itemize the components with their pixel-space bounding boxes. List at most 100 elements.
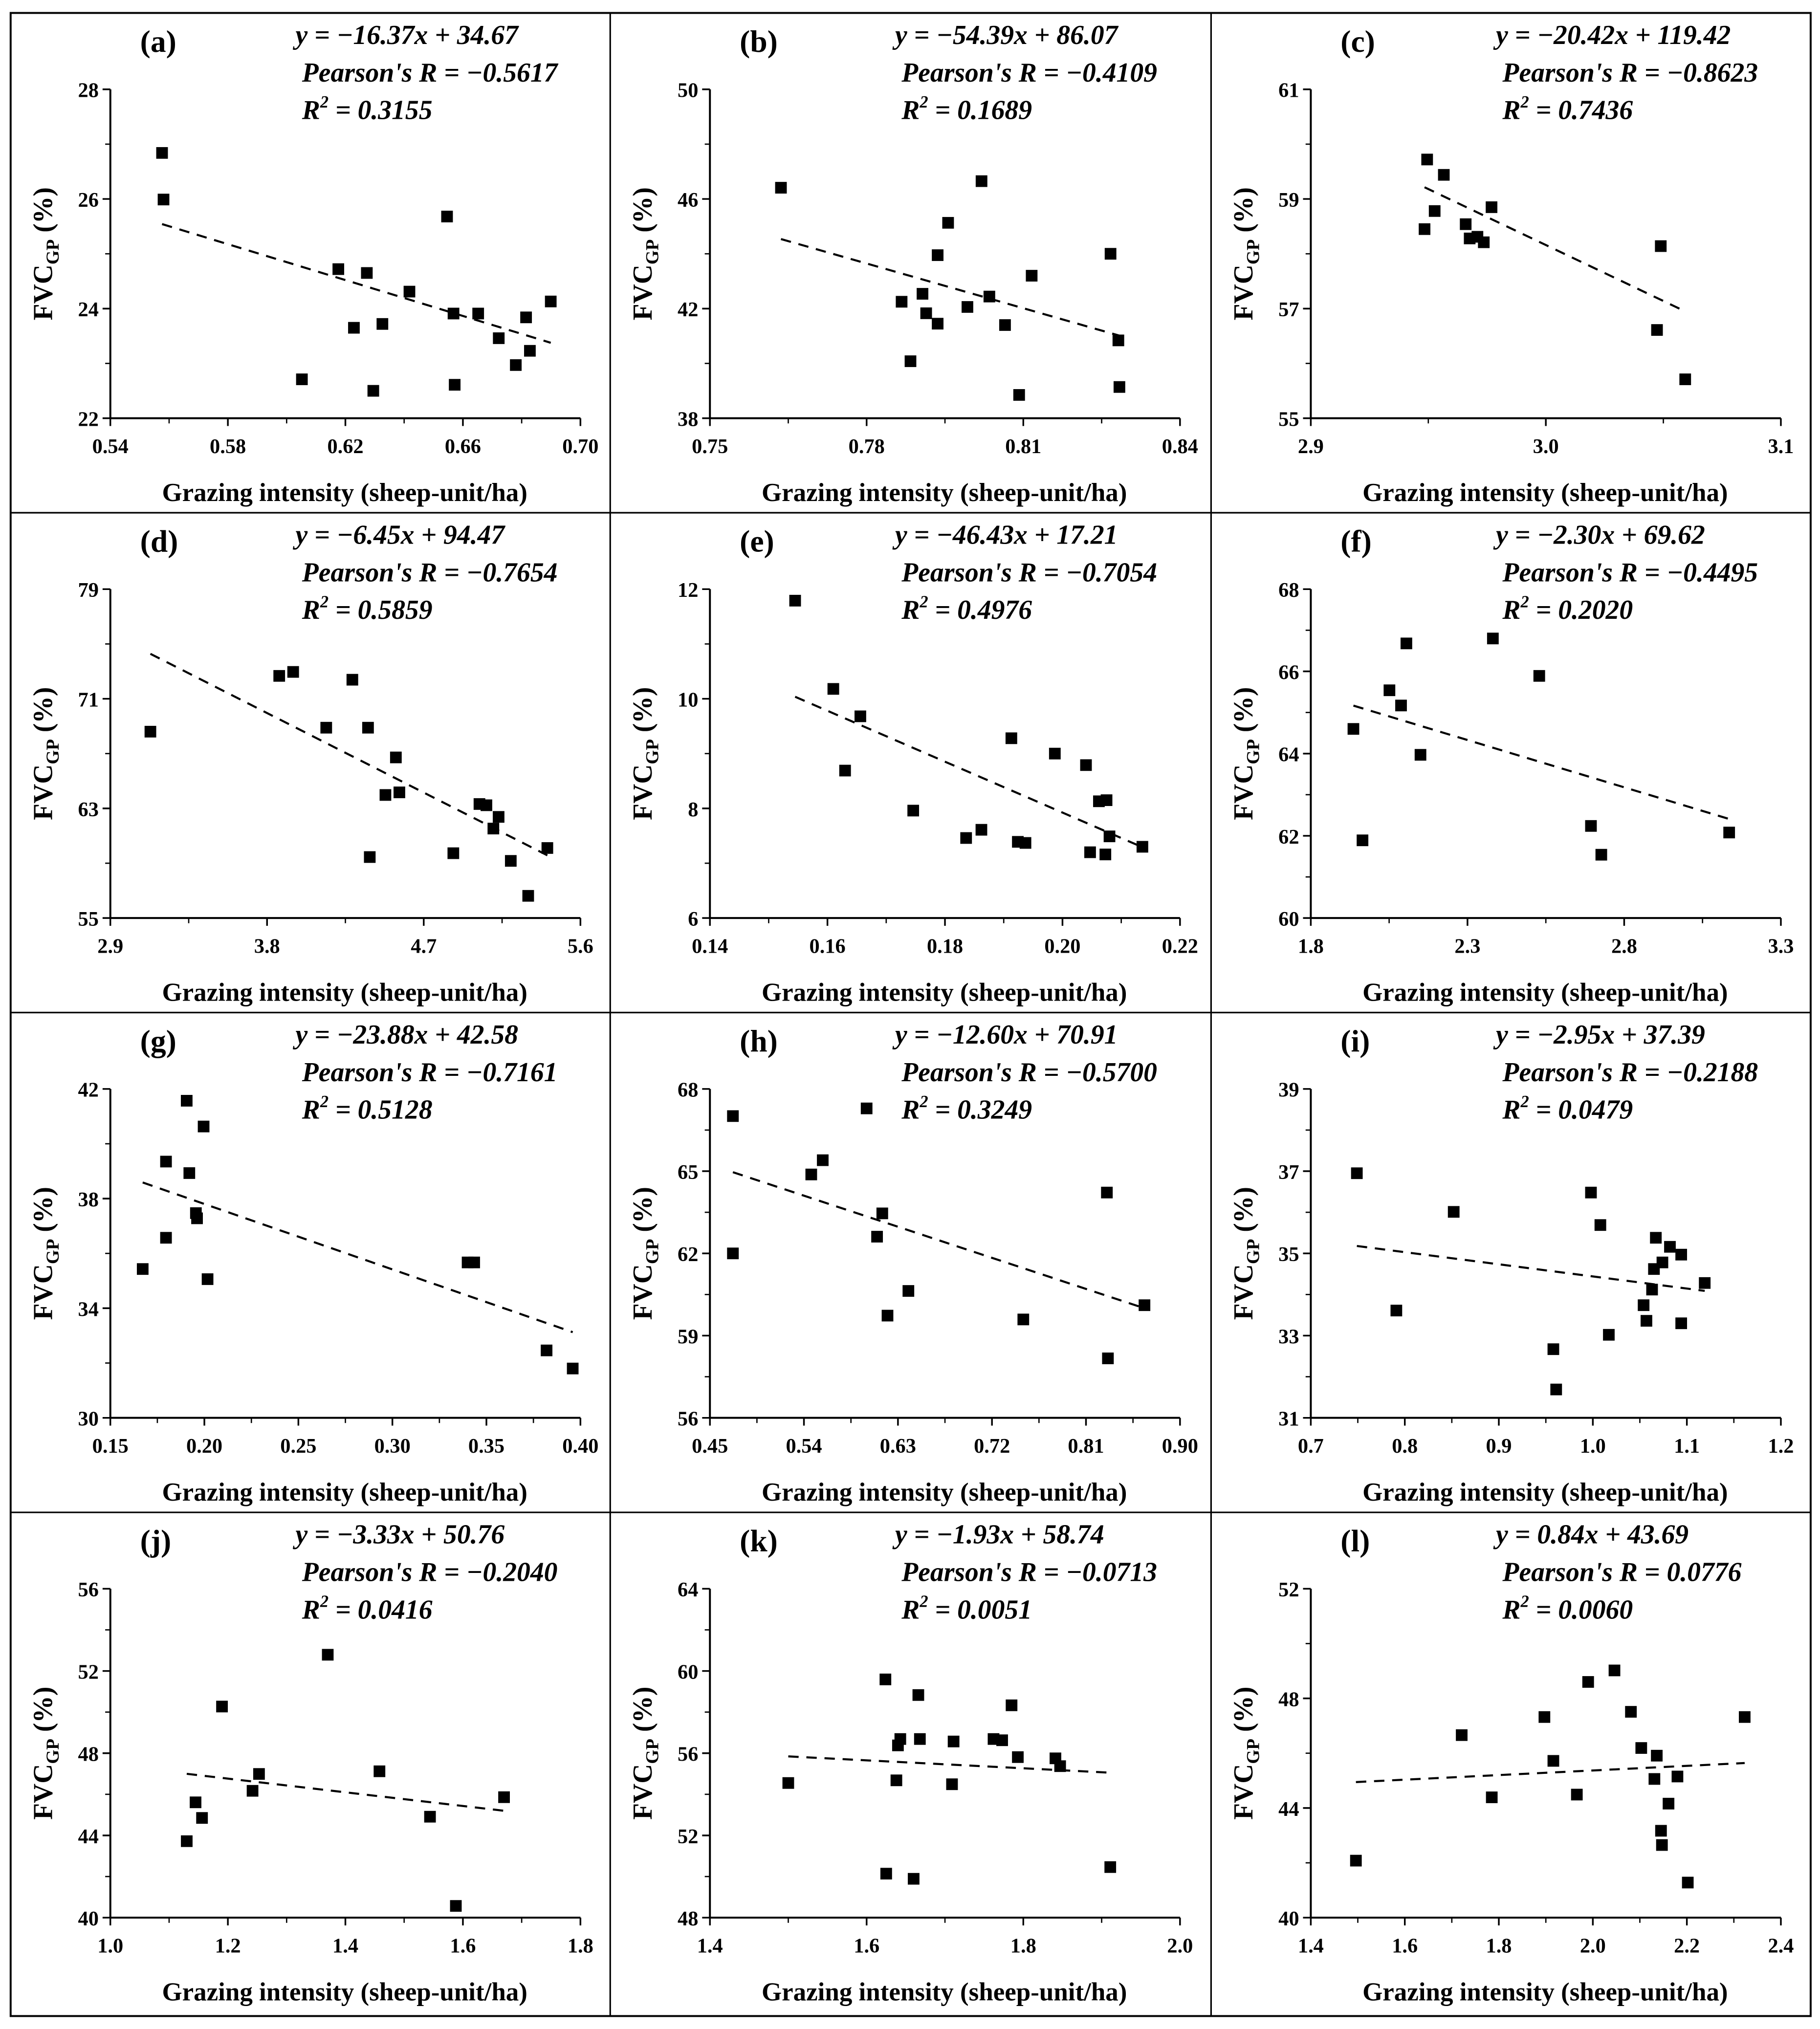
data-point bbox=[510, 359, 522, 371]
r-squared-exponent: 2 bbox=[919, 1592, 928, 1611]
x-tick-label: 2.9 bbox=[97, 935, 123, 958]
r-squared-value: = 0.1689 bbox=[928, 95, 1032, 126]
regression-equation: y = 0.84x + 43.69 bbox=[1493, 1520, 1688, 1550]
x-axis-title: Grazing intensity (sheep-unit/ha) bbox=[1362, 1978, 1728, 2007]
panel-label: (h) bbox=[740, 1024, 778, 1058]
r-squared: R2 = 0.2020 bbox=[1502, 592, 1633, 625]
panel-label: (e) bbox=[740, 524, 774, 558]
data-point bbox=[253, 1768, 265, 1780]
x-tick-label: 1.8 bbox=[1298, 935, 1324, 958]
x-axis-title: Grazing intensity (sheep-unit/ha) bbox=[162, 979, 527, 1007]
data-point bbox=[493, 811, 504, 823]
y-axis-title: FVCGP (%) bbox=[1228, 187, 1263, 320]
panel-c: 2.9 3.0 3.1 55 57 59 61 Grazing intensity (shee… bbox=[1228, 20, 1794, 507]
r-squared-value: = 0.3249 bbox=[928, 1095, 1032, 1125]
data-point bbox=[1582, 1676, 1594, 1688]
y-axis-title-main: FVC bbox=[28, 1764, 59, 1820]
data-point bbox=[1013, 389, 1025, 401]
x-tick-label: 0.75 bbox=[692, 435, 728, 458]
y-tick-label: 37 bbox=[1278, 1161, 1299, 1184]
x-tick-label: 0.66 bbox=[445, 435, 481, 458]
y-tick-label: 48 bbox=[78, 1743, 99, 1766]
pearson-r: Pearson's R = −0.4109 bbox=[901, 58, 1157, 88]
r-squared-value: = 0.0416 bbox=[329, 1594, 433, 1625]
data-point bbox=[246, 1785, 259, 1797]
x-tick-label: 0.70 bbox=[562, 435, 598, 458]
x-axis-title: Grazing intensity (sheep-unit/ha) bbox=[1362, 979, 1728, 1007]
data-point bbox=[871, 1231, 883, 1243]
x-axis-title: Grazing intensity (sheep-unit/ha) bbox=[762, 979, 1127, 1007]
panel-label: (g) bbox=[140, 1024, 176, 1058]
pearson-r: Pearson's R = −0.7054 bbox=[901, 557, 1157, 588]
x-axis-title: Grazing intensity (sheep-unit/ha) bbox=[162, 1478, 527, 1506]
data-point bbox=[273, 670, 285, 682]
data-point bbox=[1655, 240, 1667, 252]
data-point bbox=[1026, 270, 1038, 282]
y-tick-label: 30 bbox=[78, 1408, 99, 1431]
regression-equation: y = −46.43x + 17.21 bbox=[892, 520, 1118, 550]
data-point bbox=[932, 249, 943, 261]
y-tick-label: 44 bbox=[78, 1825, 99, 1848]
y-tick-label: 56 bbox=[678, 1408, 698, 1431]
data-point bbox=[907, 1873, 920, 1885]
x-tick-label: 1.0 bbox=[1580, 1435, 1606, 1458]
data-point bbox=[1478, 236, 1490, 248]
data-point bbox=[520, 311, 532, 324]
data-point bbox=[197, 1120, 210, 1133]
x-axis-title: Grazing intensity (sheep-unit/ha) bbox=[762, 479, 1127, 507]
data-point bbox=[817, 1154, 829, 1166]
y-axis-title: FVCGP (%) bbox=[28, 1187, 63, 1320]
data-point bbox=[1112, 334, 1124, 347]
y-tick-label: 52 bbox=[678, 1825, 698, 1848]
regression-line bbox=[186, 1772, 504, 1812]
data-point bbox=[1656, 1256, 1668, 1268]
x-tick-label: 0.7 bbox=[1298, 1435, 1324, 1458]
x-tick-label: 2.2 bbox=[1674, 1935, 1700, 1958]
data-point bbox=[332, 263, 345, 275]
data-point bbox=[403, 285, 416, 298]
r-squared-symbol: R bbox=[302, 95, 320, 126]
x-tick-label: 0.72 bbox=[974, 1435, 1010, 1458]
x-axis-title: Grazing intensity (sheep-unit/ha) bbox=[162, 479, 527, 507]
x-tick-label: 5.6 bbox=[568, 935, 593, 958]
r-squared-value: = 0.0060 bbox=[1529, 1594, 1633, 1625]
data-point bbox=[890, 1774, 902, 1787]
y-axis-title-subscript: GP bbox=[642, 739, 662, 764]
y-axis-title-main: FVC bbox=[28, 764, 59, 820]
data-point bbox=[1648, 1773, 1661, 1785]
data-point bbox=[1650, 1232, 1662, 1244]
data-point bbox=[201, 1273, 214, 1285]
regression-equation: y = −3.33x + 50.76 bbox=[293, 1520, 505, 1550]
y-tick-label: 64 bbox=[678, 1578, 698, 1601]
data-point bbox=[996, 1734, 1008, 1746]
data-point bbox=[1663, 1798, 1675, 1810]
data-point bbox=[1395, 699, 1407, 712]
y-axis-title: FVCGP (%) bbox=[28, 687, 63, 820]
data-point bbox=[1005, 732, 1017, 744]
data-point bbox=[493, 332, 505, 344]
r-squared-exponent: 2 bbox=[919, 1092, 928, 1111]
x-tick-label: 0.40 bbox=[562, 1435, 598, 1458]
x-tick-label: 0.9 bbox=[1486, 1435, 1512, 1458]
y-tick-label: 10 bbox=[678, 688, 698, 711]
data-point bbox=[1006, 1699, 1018, 1711]
y-tick-label: 59 bbox=[1278, 189, 1299, 212]
data-point bbox=[727, 1110, 739, 1122]
data-point bbox=[468, 1256, 480, 1268]
panel-j: 1.0 1.2 1.4 1.6 1.8 40 44 48 52 56 Grazing intensi… bbox=[28, 1520, 593, 2007]
y-axis-title: FVCGP (%) bbox=[628, 187, 662, 320]
regression-line bbox=[161, 223, 551, 344]
data-point bbox=[447, 847, 460, 859]
data-point bbox=[983, 290, 995, 303]
x-tick-label: 0.90 bbox=[1162, 1435, 1198, 1458]
data-point bbox=[894, 1733, 906, 1745]
data-point bbox=[917, 288, 929, 300]
data-point bbox=[1460, 218, 1472, 230]
regression-line bbox=[150, 653, 548, 856]
x-tick-label: 0.20 bbox=[1044, 935, 1080, 958]
data-point bbox=[1585, 820, 1597, 832]
x-axis-title: Grazing intensity (sheep-unit/ha) bbox=[762, 1478, 1127, 1506]
y-tick-label: 26 bbox=[78, 189, 99, 212]
panel-b: 0.75 0.78 0.81 0.84 38 42 46 50 Grazing intensit… bbox=[628, 20, 1198, 507]
